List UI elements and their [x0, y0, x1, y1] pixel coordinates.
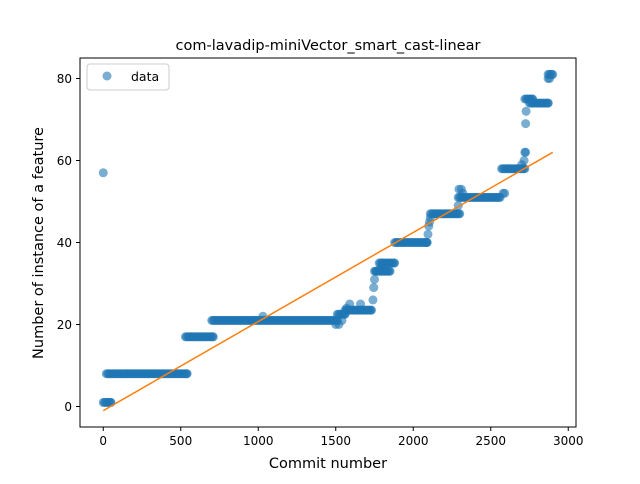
- legend: data: [86, 63, 170, 91]
- y-axis-label: Number of instance of a feature: [31, 127, 47, 359]
- y-tick-label: 60: [57, 154, 72, 168]
- fit-line-layer: [102, 151, 554, 412]
- data-point: [182, 369, 192, 379]
- data-point: [368, 295, 378, 305]
- legend-label-data: data: [131, 69, 159, 84]
- data-point: [521, 119, 531, 129]
- x-tick-label: 2000: [398, 434, 429, 448]
- data-point: [545, 74, 555, 83]
- x-tick-label: 2500: [475, 434, 506, 448]
- data-point: [390, 258, 400, 268]
- x-tick-label: 500: [169, 434, 192, 448]
- data-point: [345, 299, 355, 309]
- data-point: [369, 283, 379, 293]
- x-tick-label: 3000: [553, 434, 584, 448]
- chart-title: com-lavadip-miniVector_smart_cast-linear: [176, 38, 481, 54]
- data-point: [521, 147, 531, 157]
- x-tick-label: 1500: [320, 434, 351, 448]
- data-point: [500, 188, 510, 198]
- data-point: [370, 274, 379, 284]
- y-tick-label: 80: [57, 72, 72, 86]
- x-axis-ticks: 0 500 1000 1500 2000 2500 3000: [99, 427, 584, 448]
- x-axis-label: Commit number: [269, 456, 387, 472]
- data-point: [543, 98, 553, 108]
- data-point: [519, 156, 529, 165]
- data-point: [425, 213, 435, 223]
- y-tick-label: 20: [57, 318, 72, 332]
- data-point: [458, 188, 468, 198]
- y-tick-label: 40: [57, 236, 72, 250]
- data-point: [98, 168, 108, 178]
- data-point: [208, 332, 218, 342]
- data-point: [377, 258, 387, 268]
- x-tick-label: 0: [99, 434, 107, 448]
- data-point: [521, 106, 531, 116]
- y-axis-ticks: 0 20 40 60 80: [57, 72, 80, 414]
- data-point: [337, 315, 347, 325]
- legend-box: [86, 63, 170, 91]
- data-points-layer: [98, 69, 558, 407]
- data-point: [421, 238, 431, 247]
- data-point: [385, 266, 395, 276]
- y-tick-label: 0: [64, 400, 72, 414]
- data-point: [455, 209, 465, 219]
- legend-marker-data: [102, 71, 112, 81]
- data-point: [366, 305, 376, 315]
- data-point: [258, 311, 268, 321]
- x-tick-label: 1000: [243, 434, 274, 448]
- data-point: [356, 299, 366, 309]
- fit-line: [102, 151, 554, 412]
- data-point: [423, 229, 433, 239]
